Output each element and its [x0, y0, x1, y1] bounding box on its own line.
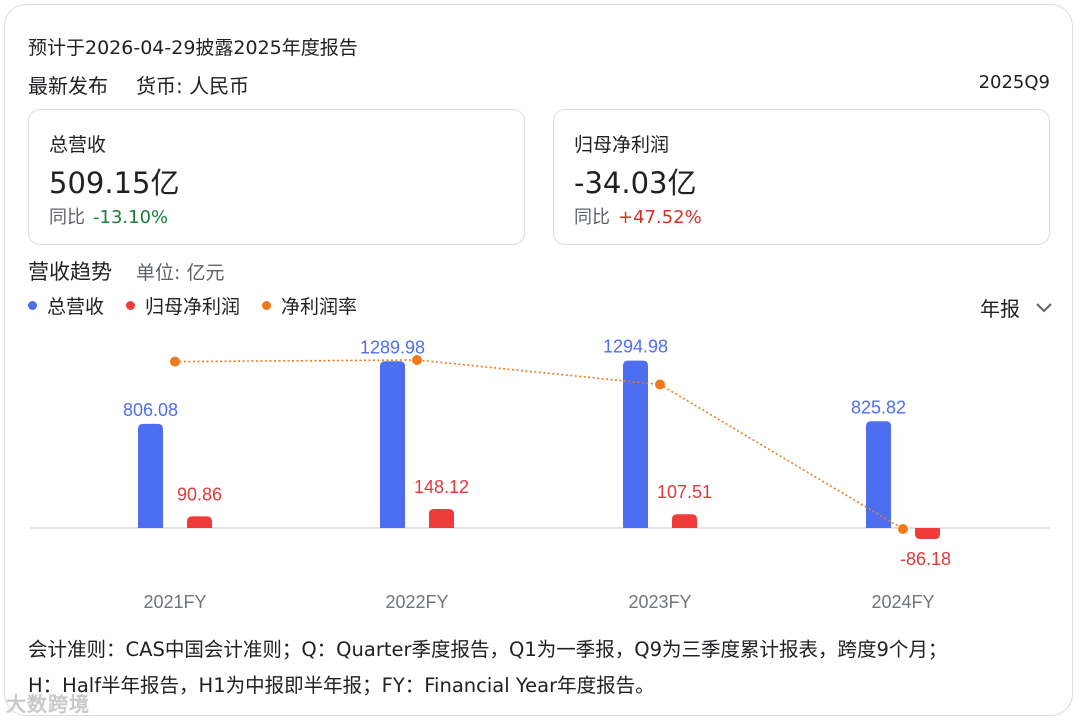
legend-item-revenue[interactable]: 总营收	[28, 292, 104, 319]
net-profit-value-label: -86.18	[900, 549, 951, 569]
disclosure-notice: 预计于2026-04-29披露2025年度报告	[28, 37, 358, 59]
revenue-value-label: 1289.98	[360, 337, 425, 357]
metric-yoy: 同比 +47.52%	[574, 203, 702, 229]
period-select-dropdown[interactable]: 年报	[980, 293, 1052, 322]
net-profit-value-label: 107.51	[657, 482, 712, 502]
metric-value: 509.15亿	[49, 166, 180, 200]
net-profit-value-label: 90.86	[177, 484, 222, 504]
metric-card-revenue[interactable]: 总营收 509.15亿 同比 -13.10%	[28, 109, 525, 245]
yoy-value: -13.10%	[93, 207, 169, 228]
net-margin-point	[170, 356, 180, 367]
accounting-footnote: 会计准则：CAS中国会计准则；Q：Quarter季度报告，Q1为一季报，Q9为三…	[28, 632, 1048, 704]
legend-label: 归母净利润	[145, 296, 241, 318]
x-axis-tick-label: 2022FY	[385, 592, 448, 612]
legend-dot-icon	[262, 301, 272, 310]
net-margin-point	[898, 524, 908, 534]
metric-value: -34.03亿	[574, 166, 697, 200]
net-profit-bar	[915, 528, 940, 539]
trend-title: 营收趋势	[28, 260, 112, 284]
x-axis-tick-label: 2021FY	[143, 592, 206, 612]
net-profit-bar	[672, 514, 697, 528]
revenue-bar	[380, 361, 405, 528]
revenue-value-label: 1294.98	[603, 337, 668, 357]
report-period: 2025Q9	[978, 72, 1050, 93]
legend-label: 净利润率	[281, 296, 358, 318]
net-margin-line	[174, 359, 904, 530]
period-select-label: 年报	[980, 297, 1020, 321]
net-profit-bar	[187, 516, 212, 528]
yoy-value: +47.52%	[618, 207, 702, 228]
net-profit-bar	[429, 509, 454, 528]
legend-label: 总营收	[47, 296, 105, 318]
net-margin-point	[412, 355, 422, 365]
chart-legend: 总营收 归母净利润 净利润率	[28, 292, 357, 319]
metric-yoy: 同比 -13.10%	[49, 203, 168, 229]
watermark: 大数跨境	[6, 692, 90, 716]
metric-card-net-profit[interactable]: 归母净利润 -34.03亿 同比 +47.52%	[553, 109, 1050, 245]
yoy-label: 同比	[49, 207, 85, 228]
metric-label: 总营收	[49, 134, 107, 156]
revenue-bar	[138, 423, 163, 528]
revenue-bar	[623, 360, 648, 528]
x-axis-tick-label: 2024FY	[871, 592, 934, 612]
net-profit-value-label: 148.12	[414, 477, 469, 497]
yoy-label: 同比	[574, 207, 610, 228]
legend-dot-icon	[28, 301, 37, 310]
currency-label: 货币: 人民币	[136, 74, 250, 98]
revenue-bar	[866, 421, 891, 528]
legend-item-net-profit[interactable]: 归母净利润	[126, 292, 240, 319]
footnote-line: H：Half半年报告，H1为中报即半年报；FY：Financial Year年度…	[28, 674, 655, 697]
metric-label: 归母净利润	[574, 134, 670, 156]
x-axis-tick-label: 2023FY	[628, 592, 691, 612]
chevron-down-icon	[1036, 302, 1052, 312]
revenue-value-label: 825.82	[851, 397, 906, 417]
legend-item-margin[interactable]: 净利润率	[262, 292, 357, 319]
latest-release-label: 最新发布	[28, 74, 108, 98]
net-margin-point	[655, 379, 665, 390]
footnote-line: 会计准则：CAS中国会计准则；Q：Quarter季度报告，Q1为一季报，Q9为三…	[28, 638, 948, 661]
revenue-value-label: 806.08	[123, 400, 178, 420]
unit-label: 单位: 亿元	[136, 262, 225, 284]
legend-dot-icon	[126, 301, 136, 310]
financial-summary-card	[4, 4, 1073, 716]
